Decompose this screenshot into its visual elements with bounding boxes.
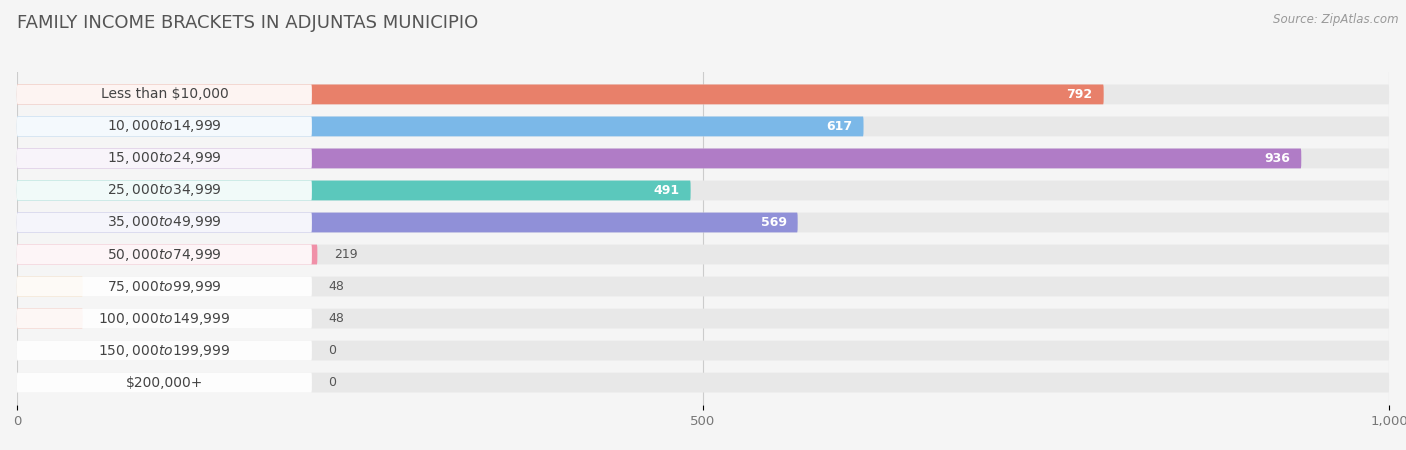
FancyBboxPatch shape xyxy=(17,277,83,297)
Text: 936: 936 xyxy=(1264,152,1291,165)
FancyBboxPatch shape xyxy=(17,277,1389,297)
FancyBboxPatch shape xyxy=(17,148,1302,168)
Text: $35,000 to $49,999: $35,000 to $49,999 xyxy=(107,215,222,230)
FancyBboxPatch shape xyxy=(17,180,1389,200)
Text: $75,000 to $99,999: $75,000 to $99,999 xyxy=(107,279,222,295)
FancyBboxPatch shape xyxy=(17,212,797,232)
FancyBboxPatch shape xyxy=(17,373,1389,392)
FancyBboxPatch shape xyxy=(17,341,312,360)
FancyBboxPatch shape xyxy=(17,245,318,265)
FancyBboxPatch shape xyxy=(17,212,312,232)
FancyBboxPatch shape xyxy=(17,180,312,200)
Text: $25,000 to $34,999: $25,000 to $34,999 xyxy=(107,182,222,198)
Text: $10,000 to $14,999: $10,000 to $14,999 xyxy=(107,118,222,135)
FancyBboxPatch shape xyxy=(17,341,1389,360)
Text: $15,000 to $24,999: $15,000 to $24,999 xyxy=(107,150,222,166)
Text: 0: 0 xyxy=(329,376,336,389)
Text: 491: 491 xyxy=(654,184,679,197)
Text: $50,000 to $74,999: $50,000 to $74,999 xyxy=(107,247,222,262)
FancyBboxPatch shape xyxy=(17,148,312,168)
Text: 617: 617 xyxy=(827,120,852,133)
FancyBboxPatch shape xyxy=(17,245,312,265)
Text: $200,000+: $200,000+ xyxy=(125,376,202,390)
FancyBboxPatch shape xyxy=(17,309,1389,328)
Text: 0: 0 xyxy=(329,344,336,357)
Text: FAMILY INCOME BRACKETS IN ADJUNTAS MUNICIPIO: FAMILY INCOME BRACKETS IN ADJUNTAS MUNIC… xyxy=(17,14,478,32)
Text: 219: 219 xyxy=(333,248,357,261)
FancyBboxPatch shape xyxy=(17,373,312,392)
FancyBboxPatch shape xyxy=(17,85,312,104)
FancyBboxPatch shape xyxy=(17,309,312,328)
Text: Source: ZipAtlas.com: Source: ZipAtlas.com xyxy=(1274,14,1399,27)
FancyBboxPatch shape xyxy=(17,85,1389,104)
Text: $100,000 to $149,999: $100,000 to $149,999 xyxy=(98,310,231,327)
FancyBboxPatch shape xyxy=(17,117,1389,136)
FancyBboxPatch shape xyxy=(17,117,863,136)
Text: 569: 569 xyxy=(761,216,787,229)
Text: Less than $10,000: Less than $10,000 xyxy=(100,87,228,101)
Text: $150,000 to $199,999: $150,000 to $199,999 xyxy=(98,342,231,359)
FancyBboxPatch shape xyxy=(17,277,312,297)
FancyBboxPatch shape xyxy=(17,117,312,136)
FancyBboxPatch shape xyxy=(17,180,690,200)
FancyBboxPatch shape xyxy=(17,309,83,328)
FancyBboxPatch shape xyxy=(17,148,1389,168)
Text: 792: 792 xyxy=(1067,88,1092,101)
FancyBboxPatch shape xyxy=(17,212,1389,232)
FancyBboxPatch shape xyxy=(17,85,1104,104)
FancyBboxPatch shape xyxy=(17,245,1389,265)
Text: 48: 48 xyxy=(329,312,344,325)
Text: 48: 48 xyxy=(329,280,344,293)
